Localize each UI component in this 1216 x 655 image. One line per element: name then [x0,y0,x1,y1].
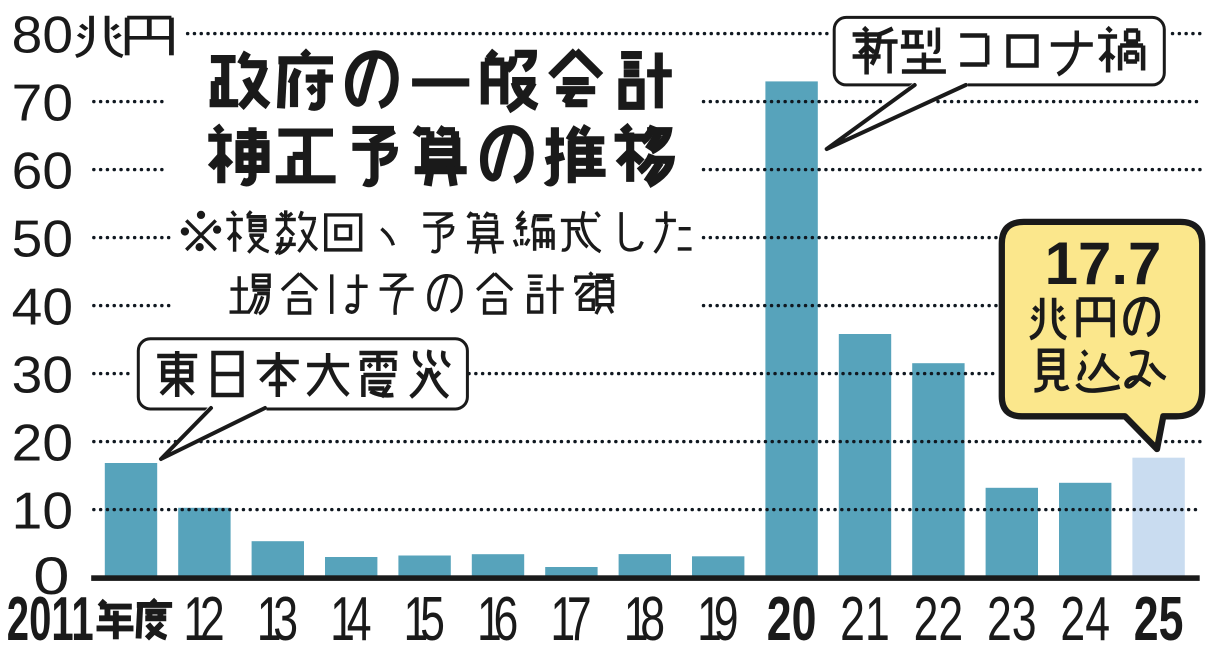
svg-text:1: 1 [183,585,208,654]
svg-text:1: 1 [697,585,722,654]
svg-text:1: 1 [330,585,355,654]
svg-text:20: 20 [767,585,817,654]
svg-text:1: 1 [257,585,282,654]
svg-text:8: 8 [640,585,665,654]
svg-text:7: 7 [567,585,592,654]
svg-text:2011: 2011 [7,585,94,654]
svg-text:22: 22 [914,585,964,654]
svg-text:9: 9 [714,585,739,654]
svg-text:17.7: 17.7 [1045,230,1162,297]
svg-text:0: 0 [33,546,69,606]
svg-text:3: 3 [273,585,298,654]
svg-text:24: 24 [1060,585,1110,654]
svg-text:25: 25 [1134,585,1184,654]
svg-text:2: 2 [200,585,225,654]
svg-text:80: 80 [12,6,73,64]
svg-text:23: 23 [987,585,1037,654]
svg-text:50: 50 [12,210,73,268]
svg-text:10: 10 [12,482,73,540]
svg-text:1: 1 [404,585,429,654]
svg-text:20: 20 [12,414,73,472]
svg-text:1: 1 [477,585,502,654]
svg-text:21: 21 [840,585,890,654]
svg-text:1: 1 [550,585,575,654]
svg-text:60: 60 [12,142,73,200]
svg-text:6: 6 [494,585,519,654]
svg-text:1: 1 [624,585,649,654]
svg-text:70: 70 [12,74,73,132]
svg-text:4: 4 [347,585,372,654]
svg-text:30: 30 [12,346,73,404]
svg-text:5: 5 [420,585,445,654]
svg-text:40: 40 [12,278,73,336]
